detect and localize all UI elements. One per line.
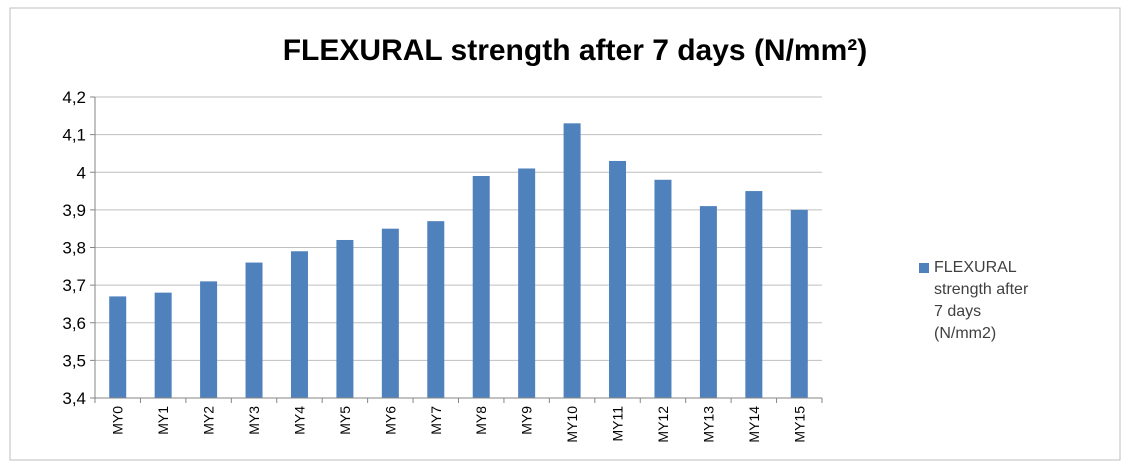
x-tick-label: MY1 (155, 406, 171, 435)
legend-label-line-4: (N/mm2) (934, 325, 996, 342)
bar (790, 209, 808, 398)
x-tick-label: MY4 (291, 406, 307, 435)
x-tick-label: MY0 (110, 406, 126, 435)
bar (518, 168, 536, 398)
bar (699, 206, 717, 398)
bar (427, 221, 445, 398)
bar (745, 191, 763, 398)
bar (654, 179, 672, 398)
axes (94, 97, 822, 399)
legend: FLEXURAL strength after 7 days (N/mm2) (919, 259, 1029, 342)
x-tick-label: MY3 (246, 406, 262, 435)
x-tick-label: MY15 (791, 406, 807, 443)
bars (109, 123, 808, 399)
x-tick-label: MY14 (746, 406, 762, 443)
bar (381, 228, 399, 398)
bar (336, 239, 354, 398)
y-tick-label: 3,9 (62, 201, 86, 220)
x-tick-label: MY12 (655, 406, 671, 443)
y-tick-label: 3,6 (62, 314, 86, 333)
bar (563, 123, 581, 399)
legend-label-line-1: FLEXURAL (934, 259, 1017, 276)
bar (609, 160, 627, 398)
x-tick-label: MY9 (519, 406, 535, 435)
bar (109, 296, 127, 398)
y-tick-label: 4,2 (62, 88, 86, 107)
y-tick-label: 3,5 (62, 351, 86, 370)
bar (245, 262, 263, 398)
x-tick-label: MY8 (473, 406, 489, 435)
y-tick-label: 3,7 (62, 276, 86, 295)
y-tick-label: 3,8 (62, 239, 86, 258)
chart-title: FLEXURAL strength after 7 days (N/mm²) (283, 34, 868, 67)
bar (154, 292, 172, 398)
bar (290, 251, 308, 398)
legend-label-line-2: strength after (934, 281, 1029, 298)
bar (472, 176, 490, 398)
x-tick-label: MY6 (382, 406, 398, 435)
x-tick-label: MY7 (428, 406, 444, 435)
y-axis-tick-labels: 3,4 3,5 3,6 3,7 3,8 3,9 4 4,1 4,2 (62, 88, 86, 408)
x-tick-label: MY2 (201, 406, 217, 435)
x-tick-label: MY10 (564, 406, 580, 443)
y-tick-label: 4,1 (62, 126, 86, 145)
legend-swatch (919, 263, 929, 273)
y-tick-label: 3,4 (62, 389, 86, 408)
bar (200, 281, 218, 398)
legend-label-line-3: 7 days (934, 303, 981, 320)
x-tick-label: MY13 (700, 406, 716, 443)
x-tick-label: MY5 (337, 406, 353, 435)
x-axis-tick-labels: MY0 MY1 MY2 MY3 MY4 MY5 MY6 MY7 MY8 MY9 MY10 MY11 MY… (94, 398, 823, 443)
y-tick-label: 4 (77, 163, 86, 182)
x-tick-label: MY11 (610, 406, 626, 442)
